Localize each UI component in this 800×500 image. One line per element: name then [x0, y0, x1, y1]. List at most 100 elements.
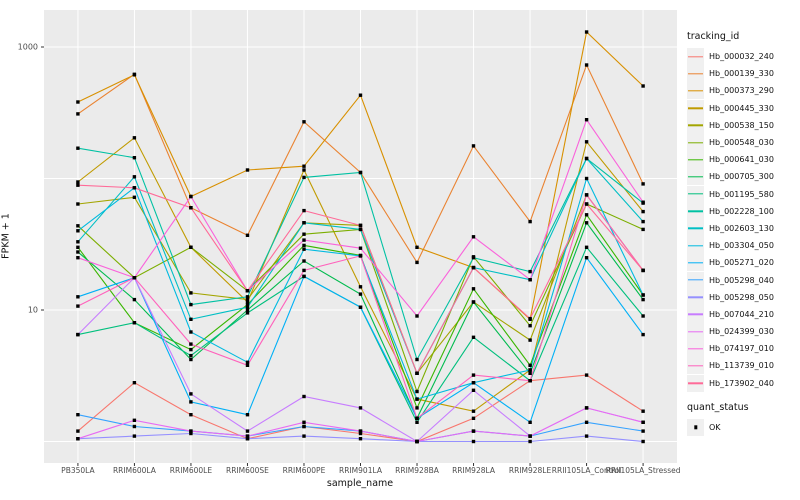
- data-point: [641, 420, 645, 424]
- data-point: [415, 397, 419, 401]
- data-point: [358, 292, 363, 296]
- data-point: [471, 144, 476, 148]
- legend-item: Hb_000445_330: [687, 99, 774, 117]
- data-point: [132, 424, 137, 429]
- data-point: [245, 360, 250, 364]
- data-point: [302, 420, 306, 424]
- series-color-line-icon: [688, 296, 703, 298]
- data-point: [302, 259, 306, 263]
- data-point: [584, 30, 589, 34]
- data-point: [302, 221, 306, 225]
- y-axis-tick-label-1000: 1000: [17, 42, 38, 52]
- data-point: [245, 295, 250, 299]
- data-point: [76, 183, 80, 187]
- data-point: [358, 227, 363, 232]
- data-point: [76, 100, 80, 104]
- data-point: [584, 434, 589, 438]
- data-point: [528, 434, 532, 438]
- data-point: [302, 208, 306, 213]
- legend-item-label: Hb_173902_040: [709, 378, 774, 388]
- data-point: [415, 439, 419, 444]
- data-point: [132, 195, 137, 199]
- legend-key-swatch: [687, 305, 704, 323]
- data-point: [641, 84, 645, 88]
- x-tick-label: RRII105LA_Stressed: [605, 466, 681, 475]
- legend-tracking-items: Hb_000032_240 Hb_000139_330 Hb_000373_290 H…: [687, 48, 774, 392]
- data-point: [76, 429, 80, 433]
- data-point: [641, 439, 645, 444]
- data-point: [584, 202, 589, 206]
- data-point: [471, 287, 476, 291]
- data-point: [358, 254, 363, 258]
- legend-key-swatch: [687, 185, 704, 203]
- legend-item: Hb_000548_030: [687, 134, 774, 152]
- data-point: [302, 243, 306, 248]
- series-color-line-icon: [688, 210, 703, 212]
- data-point: [641, 314, 645, 318]
- legend-key-swatch: [687, 254, 704, 272]
- data-point: [189, 317, 193, 321]
- data-point: [471, 381, 476, 385]
- data-point: [189, 400, 193, 404]
- data-point: [528, 316, 532, 321]
- data-point: [358, 285, 363, 289]
- legend-item-label: Hb_000538_150: [709, 120, 774, 130]
- data-point: [302, 164, 306, 168]
- data-point: [189, 429, 193, 433]
- legend-item: Hb_113739_010: [687, 357, 774, 375]
- series-color-line-icon: [688, 193, 703, 195]
- data-point: [76, 112, 80, 116]
- data-point: [415, 406, 419, 410]
- legend: tracking_id Hb_000032_240 Hb_000139_330 Hb…: [687, 30, 774, 436]
- series-color-line-icon: [688, 73, 703, 75]
- legend-item-label: Hb_000705_300: [709, 172, 774, 182]
- x-tick-label: RRIM928LE: [508, 466, 552, 475]
- data-point: [471, 373, 476, 377]
- data-point: [415, 245, 419, 249]
- data-point: [358, 406, 363, 410]
- data-point: [471, 429, 476, 433]
- series-color-line-icon: [688, 55, 703, 58]
- data-point: [189, 245, 193, 249]
- data-point: [189, 392, 193, 396]
- legend-item: Hb_003304_050: [687, 237, 774, 255]
- legend-item-label: Hb_000641_030: [709, 155, 774, 165]
- legend-key-swatch: [687, 288, 704, 306]
- data-point: [132, 136, 137, 140]
- data-point: [245, 311, 250, 315]
- legend-key-swatch: [687, 48, 704, 66]
- data-point: [528, 338, 532, 342]
- legend-item-label: Hb_074197_010: [709, 344, 774, 354]
- data-point: [302, 120, 306, 124]
- series-color-line-icon: [688, 227, 703, 230]
- data-point: [76, 224, 80, 228]
- data-point: [415, 357, 419, 362]
- data-point: [528, 368, 532, 372]
- legend-item: Hb_005298_040: [687, 271, 774, 289]
- x-tick-label: RRIM600PE: [282, 466, 326, 475]
- legend-key-swatch: [687, 374, 704, 392]
- x-tick-label: RRII105LA_Control: [551, 466, 622, 475]
- legend-item-label: Hb_000445_330: [709, 103, 774, 113]
- series-color-line-icon: [688, 313, 703, 316]
- data-point: [189, 206, 193, 210]
- data-point: [189, 194, 193, 199]
- data-point: [584, 221, 589, 225]
- data-point: [471, 235, 476, 239]
- data-point: [584, 256, 589, 260]
- legend-item: Hb_002228_100: [687, 202, 774, 220]
- data-point: [245, 297, 250, 302]
- data-point: [189, 431, 193, 436]
- legend-item: Hb_000705_300: [687, 168, 774, 186]
- data-point: [245, 429, 250, 433]
- series-color-line-icon: [688, 348, 703, 350]
- data-point: [245, 413, 250, 417]
- data-point: [245, 233, 250, 237]
- data-point: [641, 297, 645, 302]
- x-tick-label: RRIM600LE: [169, 466, 213, 475]
- data-point: [132, 381, 137, 385]
- legend-quant-label: OK: [709, 422, 721, 432]
- data-point: [528, 363, 532, 367]
- x-tick-label: RRIM901LA: [339, 466, 382, 475]
